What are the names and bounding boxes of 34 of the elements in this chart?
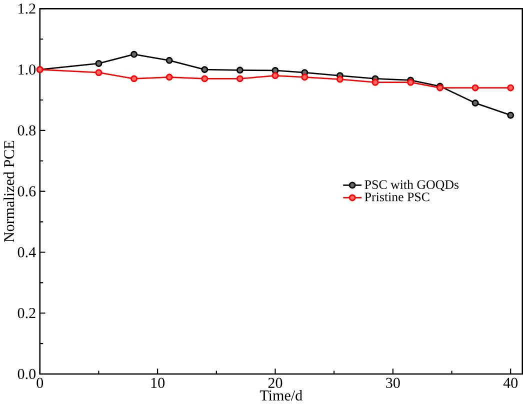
point (236, 75, 244, 82)
point (507, 84, 514, 92)
x-tick-label: 10 (151, 378, 165, 388)
point (95, 60, 102, 67)
point (472, 84, 479, 92)
legend-label: Pristine PSC (364, 192, 430, 202)
point (236, 66, 244, 74)
y-tick-label: 1.2 (18, 4, 36, 14)
y-tick-label: 0.8 (18, 125, 36, 136)
y-tick-label: 1.0 (18, 64, 36, 75)
x-tick-label: 40 (503, 378, 518, 388)
point (201, 66, 208, 73)
point (166, 56, 173, 64)
x-axis-title: Time/d (260, 390, 302, 400)
legend-label: PSC with GOQDs (364, 180, 459, 191)
y-tick-label: 0.0 (18, 368, 36, 380)
point (507, 112, 514, 119)
y-tick-label: 0.2 (18, 308, 36, 318)
y-axis-title: Normalized PCE (4, 140, 14, 242)
x-tick-label: 30 (386, 378, 400, 388)
y-tick-label: 0.6 (18, 186, 36, 196)
point (130, 75, 138, 82)
point (301, 74, 308, 81)
point (472, 99, 479, 106)
point (130, 50, 138, 58)
point (201, 75, 208, 82)
point (166, 74, 173, 81)
point (372, 78, 379, 86)
point (272, 72, 279, 80)
x-tick-label: 0 (36, 378, 44, 388)
x-tick-label: 20 (268, 378, 282, 388)
y-tick-label: 0.4 (18, 247, 36, 258)
point (336, 76, 344, 83)
point (95, 69, 102, 76)
